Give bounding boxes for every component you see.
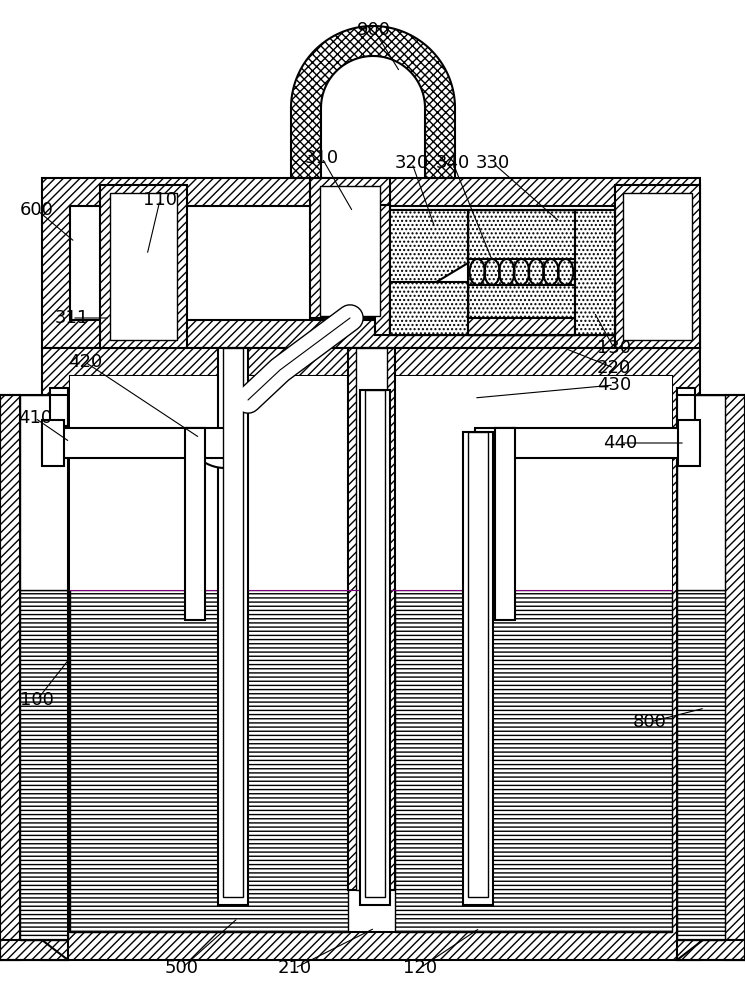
Polygon shape <box>475 428 515 468</box>
Text: 120: 120 <box>403 959 437 977</box>
Bar <box>495 428 515 620</box>
Text: 430: 430 <box>597 376 631 394</box>
Bar <box>100 185 187 348</box>
Bar <box>310 178 390 318</box>
Text: 210: 210 <box>278 959 312 977</box>
Bar <box>678 420 700 466</box>
Bar <box>187 428 225 458</box>
Bar <box>575 210 615 335</box>
Bar <box>320 186 380 316</box>
Polygon shape <box>390 282 468 335</box>
Bar <box>70 206 672 320</box>
Bar <box>110 193 177 340</box>
Text: 440: 440 <box>603 434 637 452</box>
Bar <box>42 348 700 960</box>
Text: 330: 330 <box>476 154 510 172</box>
Text: 420: 420 <box>68 353 102 371</box>
Polygon shape <box>677 940 745 960</box>
Text: 220: 220 <box>597 359 631 377</box>
Bar <box>360 390 390 905</box>
Bar <box>475 428 513 458</box>
Text: 130: 130 <box>597 339 631 357</box>
Polygon shape <box>185 428 225 468</box>
Bar <box>42 178 700 348</box>
Bar <box>390 210 615 335</box>
Bar <box>375 205 390 335</box>
Polygon shape <box>291 26 455 178</box>
Text: 600: 600 <box>20 201 54 219</box>
Bar <box>356 348 387 890</box>
Text: 110: 110 <box>143 191 177 209</box>
Bar <box>725 395 745 960</box>
Text: 900: 900 <box>357 21 391 39</box>
Bar <box>70 590 348 932</box>
Bar <box>223 348 243 897</box>
Bar <box>615 185 700 348</box>
Bar <box>390 318 615 335</box>
Text: 320: 320 <box>395 154 429 172</box>
Text: 500: 500 <box>165 959 199 977</box>
Bar <box>42 428 187 458</box>
Bar <box>50 388 68 426</box>
Bar <box>468 432 488 897</box>
Bar <box>677 590 725 940</box>
Text: 410: 410 <box>18 409 52 427</box>
Text: 310: 310 <box>305 149 339 167</box>
Bar <box>395 590 672 932</box>
Bar <box>395 376 672 590</box>
Text: 800: 800 <box>633 713 667 731</box>
Bar <box>218 348 248 905</box>
Bar <box>0 395 20 960</box>
Bar <box>185 428 205 620</box>
Polygon shape <box>390 210 468 310</box>
Bar <box>348 348 395 890</box>
Bar <box>365 390 385 897</box>
Bar <box>623 193 692 340</box>
Bar <box>20 590 68 940</box>
Text: 311: 311 <box>55 309 89 327</box>
Polygon shape <box>0 940 68 960</box>
Bar <box>70 376 672 932</box>
Bar <box>468 210 575 335</box>
Bar <box>513 428 700 458</box>
Bar <box>677 388 695 426</box>
Bar <box>20 395 68 590</box>
Bar <box>70 376 348 590</box>
Text: 100: 100 <box>20 691 54 709</box>
Bar <box>42 420 64 466</box>
Bar <box>468 210 575 335</box>
Bar <box>677 395 725 590</box>
Text: 340: 340 <box>436 154 470 172</box>
Bar <box>463 432 493 905</box>
Bar <box>390 318 615 335</box>
